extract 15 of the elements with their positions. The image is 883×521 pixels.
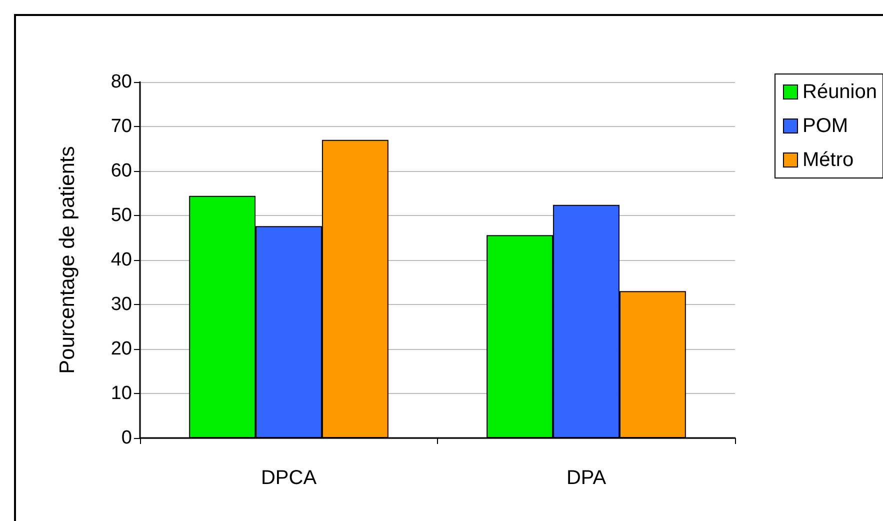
y-tick-label: 30 xyxy=(110,294,132,315)
legend-label: Réunion xyxy=(802,81,878,103)
legend-label: POM xyxy=(802,115,848,137)
y-tick-label: 50 xyxy=(110,205,132,226)
y-axis-title: Pourcentage de patients xyxy=(56,146,79,374)
y-tick-label: 70 xyxy=(110,116,132,137)
y-tick-label: 60 xyxy=(110,160,132,182)
x-tick-label: DPCA xyxy=(260,467,318,489)
x-tick-label: DPA xyxy=(566,467,607,489)
legend-label: Métro xyxy=(802,149,854,171)
y-tick-label: 20 xyxy=(110,338,132,360)
y-tick-label: 0 xyxy=(121,428,132,448)
y-tick-label: 80 xyxy=(110,72,132,92)
y-tick-label: 40 xyxy=(110,250,132,270)
y-tick-label: 10 xyxy=(110,383,132,404)
